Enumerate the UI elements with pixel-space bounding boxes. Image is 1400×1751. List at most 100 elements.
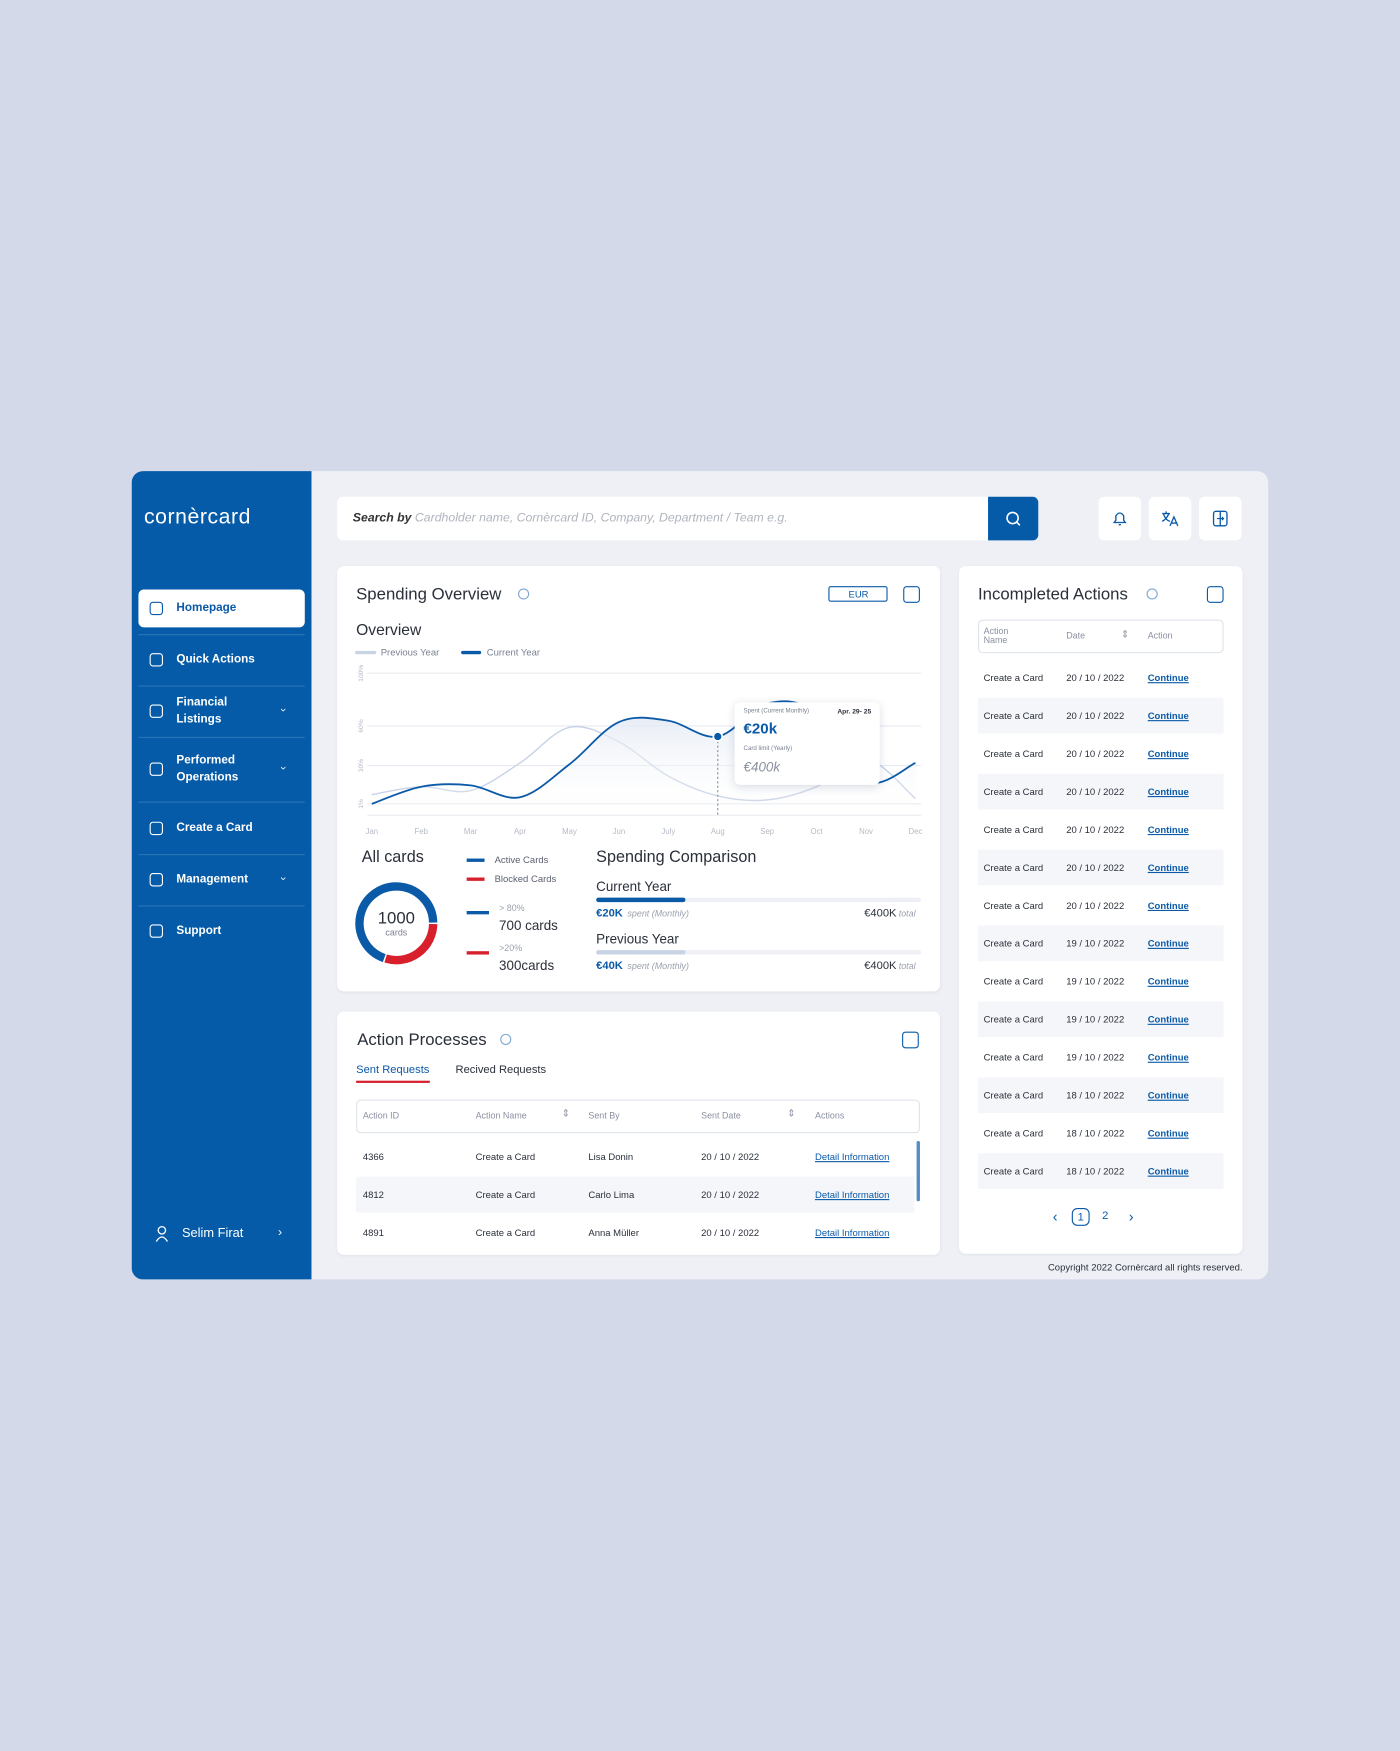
table-header-cell: Action Name (475, 1110, 527, 1121)
x-tick-label: Jan (365, 827, 378, 836)
nav-label[interactable]: Quick Actions (176, 652, 255, 666)
continue-link[interactable]: Continue (1147, 975, 1189, 987)
scrollbar[interactable] (916, 1140, 920, 1202)
continue-link[interactable]: Continue (1147, 899, 1189, 912)
y-tick-label: 100% (358, 665, 365, 682)
row-bg (977, 1077, 1224, 1114)
nav-label[interactable]: Support (176, 923, 222, 938)
continue-link[interactable]: Continue (1147, 1089, 1189, 1101)
tab-active[interactable]: Sent Requests (356, 1063, 430, 1077)
continue-link[interactable]: Continue (1147, 785, 1189, 798)
table-cell: Create a Card (983, 1051, 1044, 1063)
notification-button[interactable] (1098, 496, 1141, 541)
chevron: › (277, 1225, 283, 1240)
table-cell: Anna Müller (588, 1226, 639, 1239)
x-tick-label: Jun (613, 827, 626, 836)
currency: EUR (848, 588, 869, 600)
table-cell: Create a Card (475, 1188, 536, 1201)
table-header (977, 619, 1224, 654)
legend-swatch (461, 650, 482, 655)
spent: €40K (596, 960, 623, 973)
legend-swatch (466, 911, 489, 915)
nav-label[interactable]: Create a Card (176, 821, 253, 835)
continue-link[interactable]: Continue (1147, 1165, 1189, 1177)
table-cell: Create a Card (983, 823, 1044, 836)
continue-link[interactable]: Continue (1147, 748, 1189, 760)
nav-label[interactable]: Financial Listings (176, 695, 228, 726)
next-page[interactable]: › (1128, 1207, 1134, 1225)
prev-page[interactable]: ‹ (1052, 1207, 1058, 1225)
search-button[interactable] (988, 496, 1039, 541)
legend-label: Blocked Cards (494, 873, 557, 885)
card-title: Spending Overview (356, 585, 502, 604)
section-title: Spending Comparison (596, 848, 757, 867)
nav-icon (149, 653, 163, 667)
language-button[interactable] (1148, 496, 1192, 541)
table-header-cell: Actions (814, 1110, 845, 1121)
tooltip-label: Spent (Current Monthly) (743, 707, 810, 715)
row-bg (977, 1153, 1224, 1189)
nav-label[interactable]: Performed Operations (176, 753, 239, 784)
row-bg (977, 773, 1224, 810)
continue-link[interactable]: Continue (1147, 823, 1189, 836)
comparison-label: Previous Year (596, 931, 679, 947)
user-name[interactable]: Selim Firat (181, 1226, 244, 1241)
continue-link[interactable]: Continue (1147, 1127, 1189, 1139)
expand-icon[interactable] (903, 586, 920, 603)
page-number[interactable]: 1 (1071, 1207, 1090, 1226)
table-cell: 18 / 10 / 2022 (1066, 1127, 1125, 1139)
detail-link[interactable]: Detail Information (814, 1188, 890, 1201)
nav-label[interactable]: Homepage (176, 601, 237, 615)
currency-select[interactable] (828, 586, 888, 602)
total-note: total (898, 908, 916, 919)
info-icon[interactable] (500, 1033, 512, 1045)
table-cell: 18 / 10 / 2022 (1066, 1089, 1125, 1101)
table-header-cell: Sent Date (701, 1110, 741, 1121)
info-icon[interactable] (1146, 588, 1158, 600)
continue-link[interactable]: Continue (1147, 861, 1189, 874)
table-header-cell: Date (1066, 630, 1086, 641)
search-text: Search by Cardholder name, Cornèrcard ID… (353, 512, 788, 524)
page-number[interactable]: 2 (1102, 1210, 1109, 1223)
expand-icon[interactable] (902, 1031, 919, 1049)
detail-link[interactable]: Detail Information (814, 1226, 890, 1239)
table-cell: 18 / 10 / 2022 (1066, 1165, 1125, 1177)
continue-link[interactable]: Continue (1147, 710, 1189, 722)
total-note: total (898, 961, 916, 972)
x-tick-label: July (661, 827, 675, 836)
user-icon (155, 1225, 169, 1242)
table-cell: Create a Card (983, 975, 1044, 987)
table-cell: Lisa Donin (588, 1151, 634, 1163)
table-cell: 20 / 10 / 2022 (701, 1226, 760, 1239)
search-bar[interactable] (337, 496, 1039, 541)
table-header-cell: Sent By (588, 1110, 620, 1121)
detail-link[interactable]: Detail Information (814, 1151, 890, 1163)
nav-chevron: › (276, 766, 289, 770)
continue-link[interactable]: Continue (1147, 1013, 1189, 1025)
comparison-label: Current Year (596, 878, 672, 895)
logout-button[interactable] (1199, 496, 1242, 541)
nav-label[interactable]: Management (176, 872, 249, 886)
info-icon[interactable] (518, 588, 530, 600)
donut-segment (355, 882, 438, 963)
copyright: Copyright 2022 Cornèrcard all rights res… (1047, 1261, 1243, 1273)
card-title: Incompleted Actions (977, 585, 1128, 604)
tab[interactable]: Recived Requests (455, 1063, 547, 1077)
table-cell: 20 / 10 / 2022 (1066, 823, 1125, 836)
x-tick-label: Oct (811, 827, 824, 836)
total: €400K (864, 907, 897, 920)
continue-link[interactable]: Continue (1147, 672, 1189, 684)
continue-link[interactable]: Continue (1147, 937, 1189, 949)
table-cell: Create a Card (475, 1226, 536, 1239)
table-cell: 20 / 10 / 2022 (1066, 861, 1125, 874)
table-cell: Create a Card (475, 1151, 536, 1163)
expand-icon[interactable] (1206, 586, 1224, 603)
row-bg (977, 697, 1224, 734)
table-cell: Create a Card (983, 785, 1044, 798)
table-cell: 4891 (362, 1226, 384, 1239)
x-tick-label: May (562, 827, 577, 836)
continue-link[interactable]: Continue (1147, 1051, 1189, 1063)
y-tick-label: 30% (358, 759, 365, 772)
